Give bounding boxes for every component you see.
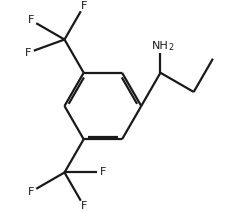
Text: NH: NH (151, 41, 168, 51)
Text: F: F (100, 167, 106, 177)
Text: 2: 2 (167, 43, 172, 52)
Text: F: F (80, 201, 87, 211)
Text: F: F (80, 1, 87, 11)
Text: F: F (28, 15, 34, 25)
Text: F: F (28, 187, 34, 197)
Text: F: F (25, 48, 31, 58)
